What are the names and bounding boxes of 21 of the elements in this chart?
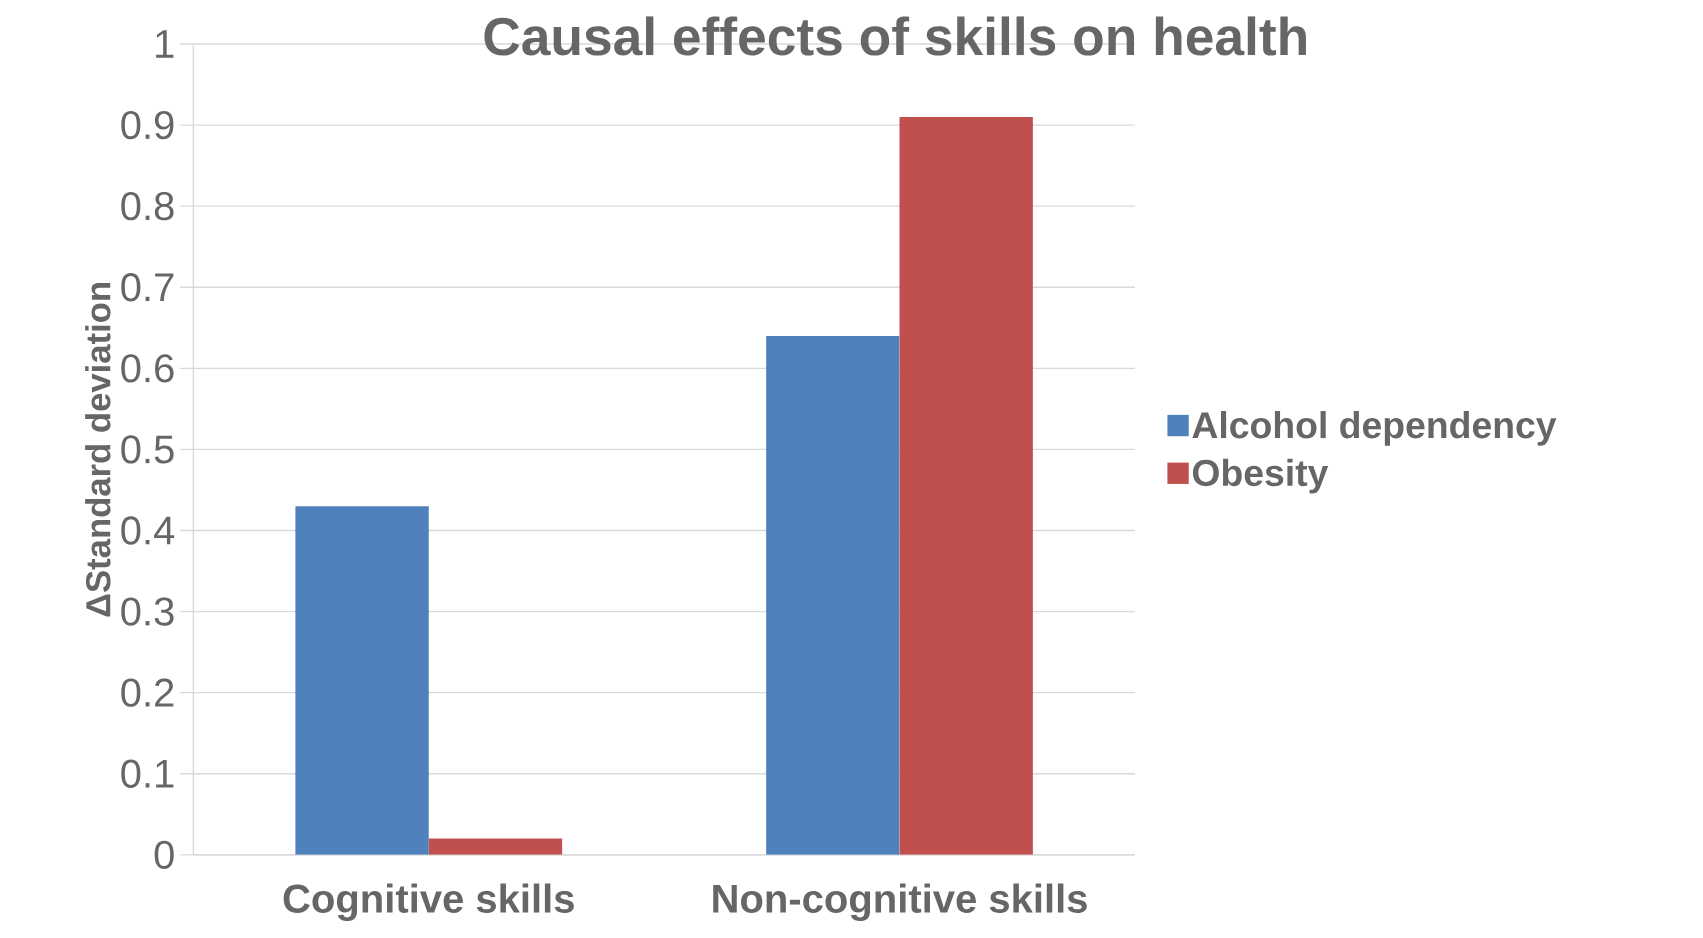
y-tick-label: 0.5 (121, 435, 174, 464)
y-tick-label: 0 (154, 840, 174, 870)
legend-label: Alcohol dependency (1192, 411, 1557, 447)
chart-title: Causal effects of skills on health (484, 16, 1306, 56)
y-tick-label: 1 (156, 30, 174, 59)
bar (428, 838, 563, 856)
y-tick-label: 0.7 (121, 273, 174, 302)
y-tick-label: 0.8 (121, 192, 174, 221)
bar (766, 336, 900, 856)
x-tick-label: Non-cognitive skills (713, 883, 1087, 922)
x-tick-label: Cognitive skills (283, 883, 574, 922)
y-tick-label: 0.1 (121, 759, 174, 789)
bar (295, 506, 429, 856)
y-axis-title: ΔStandard deviation (85, 283, 111, 617)
y-tick-label: 0.3 (121, 597, 174, 626)
y-tick-label: 0.2 (121, 678, 174, 708)
legend-label: Obesity (1192, 459, 1329, 494)
y-tick-label: 0.4 (121, 516, 175, 545)
bar (899, 117, 1033, 856)
y-tick-label: 0.9 (121, 111, 174, 140)
y-tick-label: 0.6 (121, 354, 174, 383)
